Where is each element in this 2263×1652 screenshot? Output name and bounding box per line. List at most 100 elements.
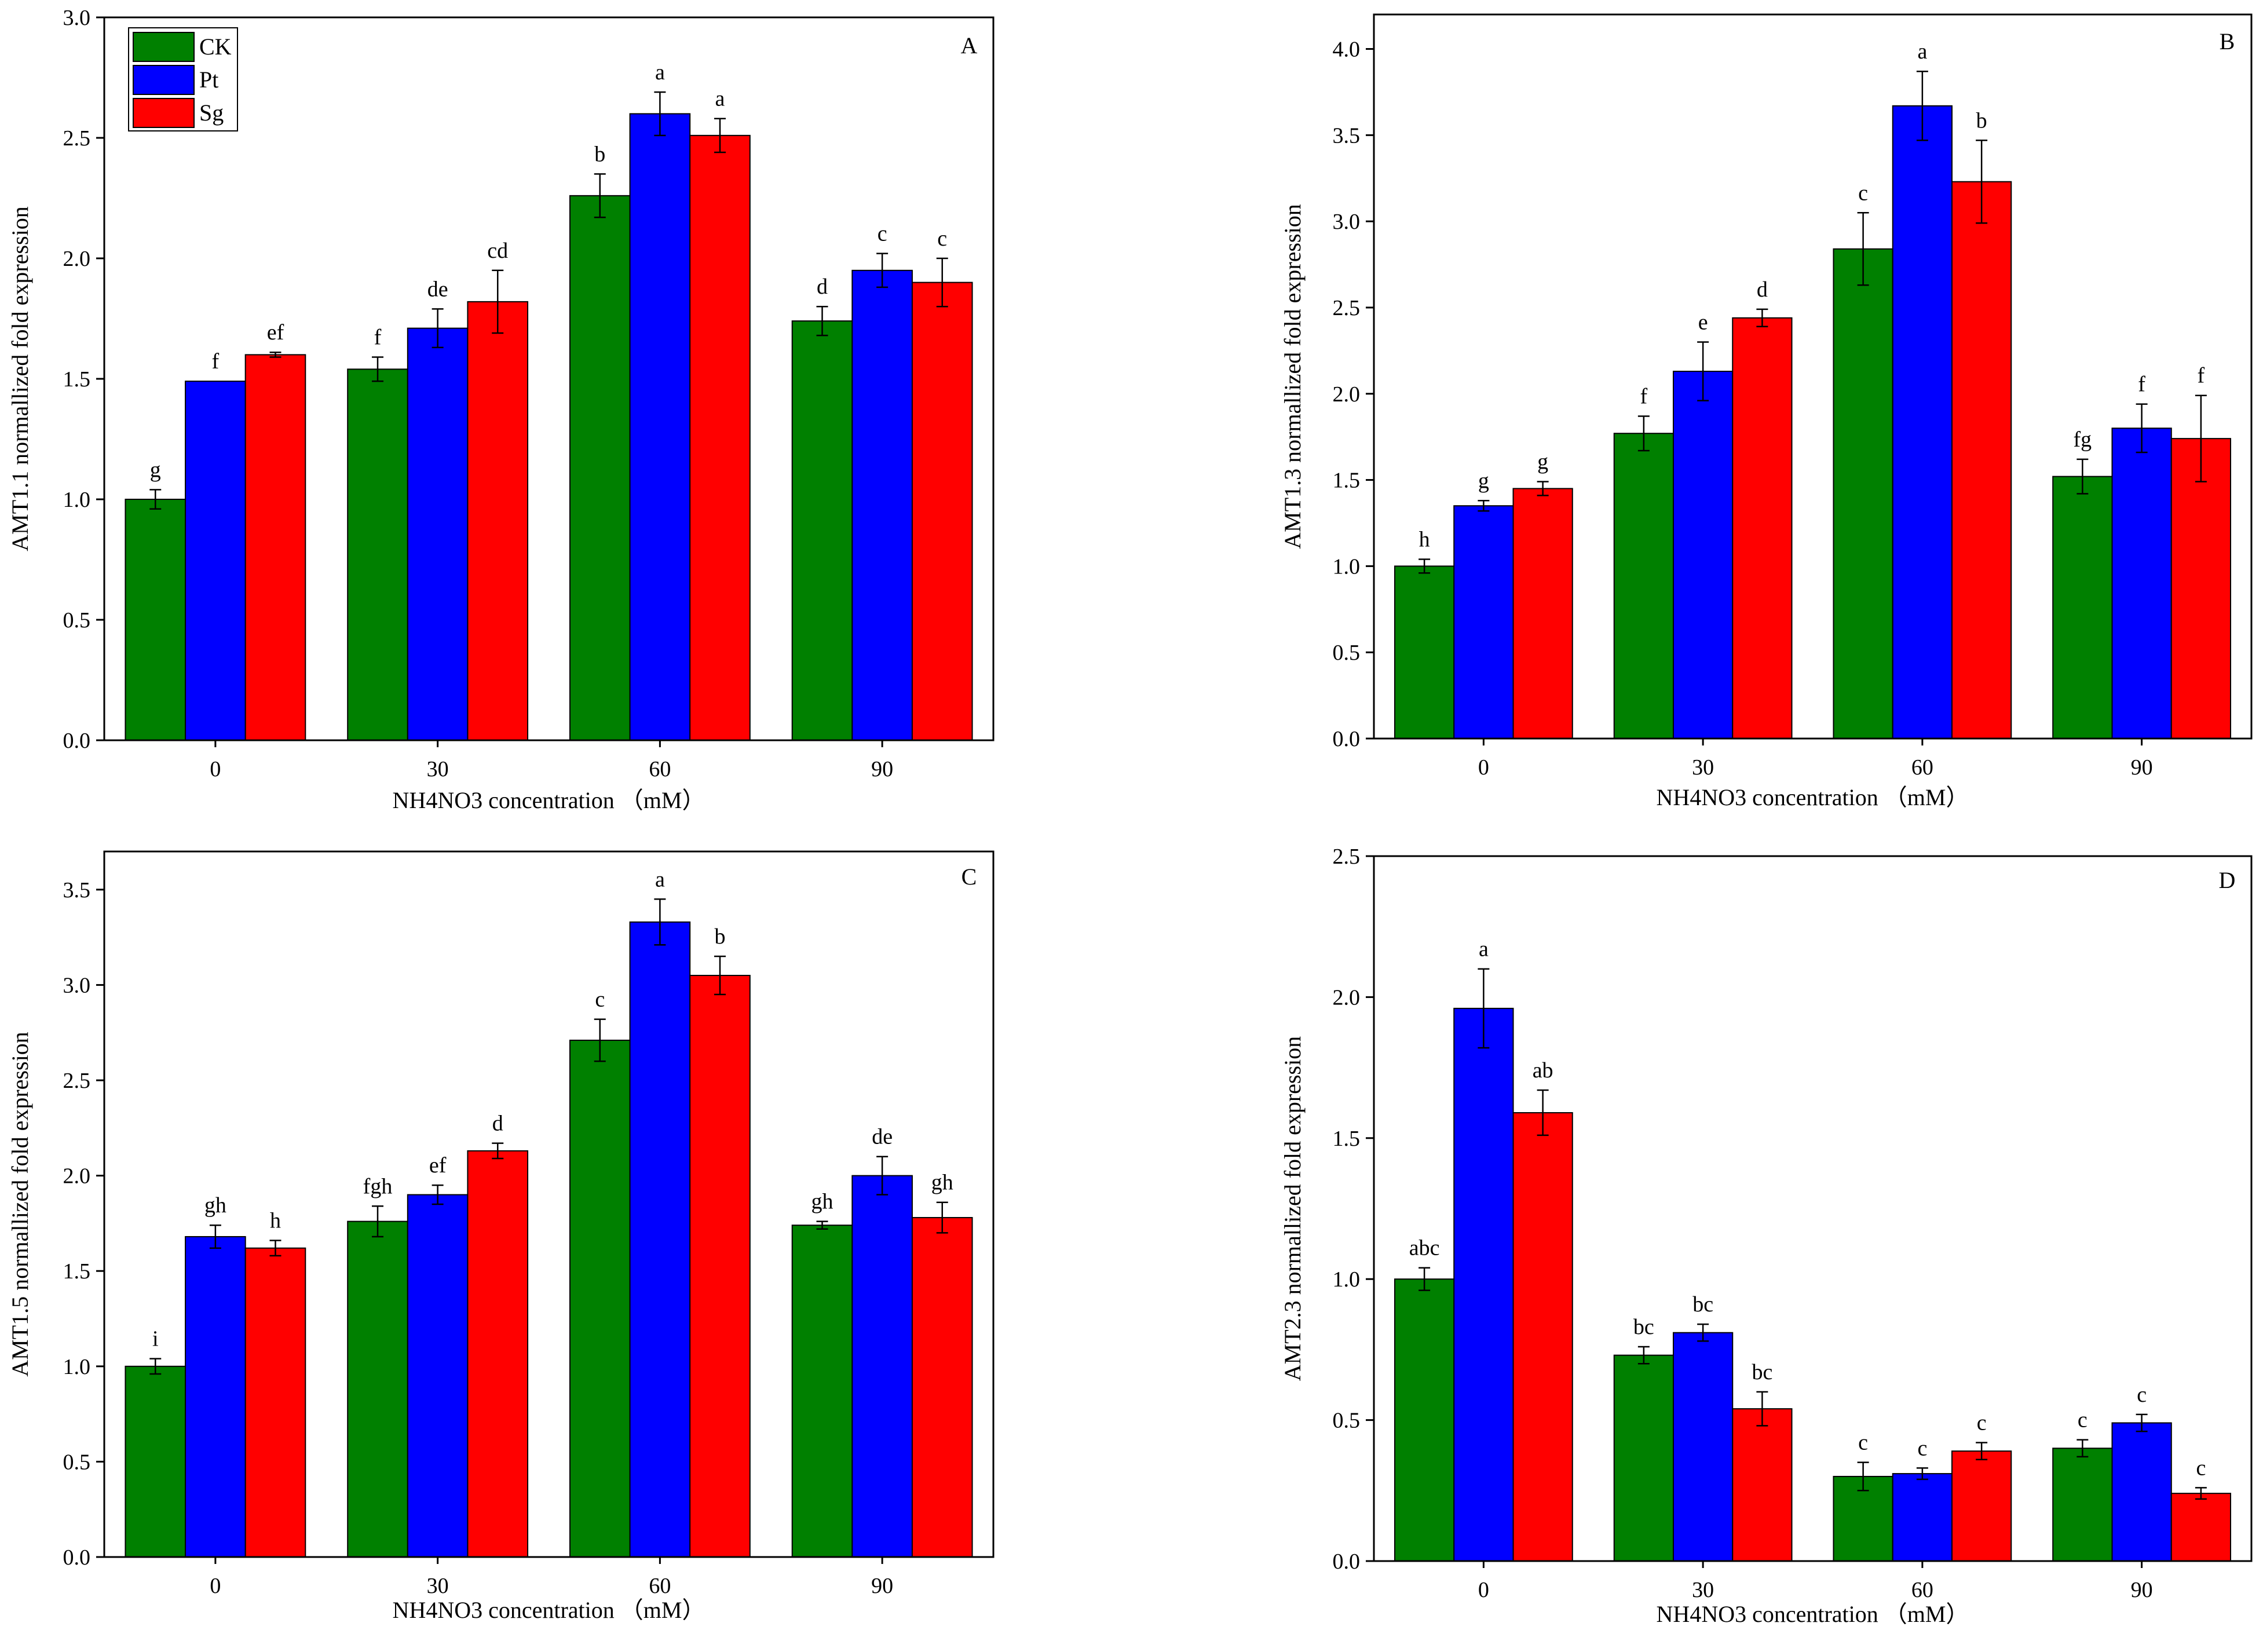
legend: CK Pt Sg xyxy=(128,27,238,131)
x-tick-label: 0 xyxy=(1478,755,1489,780)
y-tick-label: 0.5 xyxy=(1333,641,1361,665)
y-tick-label: 2.5 xyxy=(63,1069,91,1093)
y-tick-label: 2.0 xyxy=(63,1164,91,1189)
bar-ck-30 xyxy=(1613,1354,1674,1562)
bar-sg-60 xyxy=(1951,181,2012,739)
significance-letter: c xyxy=(937,226,947,251)
y-tick-label: 2.0 xyxy=(1333,985,1361,1010)
x-axis-title: NH4NO3 concentration （mM） xyxy=(1657,1601,1969,1627)
y-tick-label: 0.5 xyxy=(1333,1409,1361,1433)
y-tick-label: 1.5 xyxy=(63,367,91,392)
significance-letter: g xyxy=(150,458,161,482)
y-tick-label: 3.5 xyxy=(63,878,91,902)
bar-sg-30 xyxy=(467,301,529,741)
y-tick-label: 0.0 xyxy=(1333,1549,1361,1574)
x-tick-label: 0 xyxy=(1478,1578,1489,1602)
bar-sg-60 xyxy=(1951,1450,2012,1562)
plot-frame xyxy=(1373,13,2253,740)
significance-letter: c xyxy=(1977,1411,1987,1435)
significance-letter: d xyxy=(1757,277,1768,302)
significance-letter: f xyxy=(1640,384,1648,408)
x-tick-label: 60 xyxy=(1911,1578,1933,1602)
bar-pt-30 xyxy=(407,327,469,741)
significance-letter: a xyxy=(655,867,665,891)
bar-sg-90 xyxy=(911,282,973,741)
y-tick-label: 2.5 xyxy=(1333,296,1361,320)
significance-letter: i xyxy=(152,1327,159,1351)
y-tick-label: 4.0 xyxy=(1333,38,1361,62)
chart-panel-b: 0.0 0.5 1.0 1.5 2.0 2.5 3.0 3.5 4.0 h g g 0 f e d 30 c a b 6… xyxy=(1279,13,2253,810)
significance-letter: gh xyxy=(811,1190,833,1214)
y-axis-title: AMT1.5 normallized fold expression xyxy=(7,1032,33,1376)
x-tick-label: 0 xyxy=(210,1574,221,1598)
y-tick-label: 1.5 xyxy=(1333,1127,1361,1151)
y-tick-label: 1.0 xyxy=(1333,554,1361,579)
x-tick-label: 90 xyxy=(2131,1578,2153,1602)
bar-sg-0 xyxy=(244,1247,306,1558)
significance-letter: f xyxy=(2138,372,2145,397)
y-tick-label: 2.5 xyxy=(1333,845,1361,869)
significance-letter: c xyxy=(2196,1456,2206,1480)
bar-ck-90 xyxy=(2052,1448,2113,1562)
panel-letter: D xyxy=(2219,867,2236,893)
y-tick-label: 0.5 xyxy=(63,1450,91,1474)
y-axis-title: AMT2.3 normallized fold expression xyxy=(1279,1036,1306,1381)
x-tick-label: 90 xyxy=(2131,755,2153,780)
significance-letter: bc xyxy=(1752,1360,1772,1384)
panel-letter: C xyxy=(961,864,977,890)
bar-ck-60 xyxy=(569,1039,631,1558)
significance-letter: c xyxy=(595,988,605,1012)
legend-swatch-ck xyxy=(133,32,195,62)
x-tick-label: 30 xyxy=(427,1574,449,1598)
significance-letter: c xyxy=(878,222,887,246)
significance-letter: de xyxy=(427,277,448,301)
significance-letter: ef xyxy=(429,1153,447,1178)
bar-pt-60 xyxy=(1892,105,1953,740)
significance-letter: h xyxy=(270,1209,281,1233)
significance-letter: e xyxy=(1698,310,1708,334)
bar-ck-90 xyxy=(791,320,853,741)
y-tick-label: 0.0 xyxy=(63,729,91,753)
bar-pt-60 xyxy=(629,921,691,1558)
bar-pt-90 xyxy=(851,1175,913,1558)
x-tick-label: 0 xyxy=(210,757,221,781)
significance-letter: c xyxy=(1858,181,1868,205)
bar-pt-90 xyxy=(2111,427,2172,739)
significance-letter: h xyxy=(1419,527,1430,551)
significance-letter: c xyxy=(2078,1408,2087,1432)
significance-letter: f xyxy=(2198,364,2205,388)
bar-ck-30 xyxy=(1613,433,1674,739)
bar-ck-0 xyxy=(1394,565,1455,740)
x-tick-label: 30 xyxy=(427,757,449,781)
bar-ck-30 xyxy=(347,368,408,741)
significance-letter: bc xyxy=(1633,1315,1654,1339)
legend-label-sg: Sg xyxy=(199,100,224,126)
bar-sg-0 xyxy=(1512,1112,1573,1562)
bar-ck-0 xyxy=(125,499,187,741)
significance-letter: g xyxy=(1478,469,1489,493)
plot-frame xyxy=(103,850,995,1558)
bar-sg-0 xyxy=(1512,488,1573,739)
x-tick-label: 90 xyxy=(871,757,893,781)
bar-pt-0 xyxy=(1453,505,1514,739)
bar-pt-60 xyxy=(629,113,691,741)
bar-ck-60 xyxy=(1833,248,1893,739)
y-tick-label: 0.0 xyxy=(63,1545,91,1570)
y-axis-title: AMT1.1 normallized fold expression xyxy=(7,206,33,551)
x-tick-label: 60 xyxy=(649,1574,671,1598)
y-tick-label: 1.0 xyxy=(1333,1267,1361,1292)
bar-pt-90 xyxy=(2111,1422,2172,1562)
significance-letter: g xyxy=(1537,450,1548,474)
significance-letter: ef xyxy=(267,320,284,345)
y-tick-label: 3.5 xyxy=(1333,123,1361,148)
bar-ck-90 xyxy=(791,1225,853,1558)
y-tick-label: 2.0 xyxy=(1333,382,1361,407)
panel-letter: B xyxy=(2220,28,2235,54)
y-tick-label: 3.0 xyxy=(63,6,91,30)
x-tick-label: 30 xyxy=(1692,755,1714,780)
y-tick-label: 0.0 xyxy=(1333,727,1361,751)
chart-panel-c: 0.0 0.5 1.0 1.5 2.0 2.5 3.0 3.5 i gh h 0 fgh ef d 30 c a b… xyxy=(7,850,995,1623)
significance-letter: ab xyxy=(1533,1058,1553,1083)
y-tick-label: 3.0 xyxy=(63,973,91,997)
